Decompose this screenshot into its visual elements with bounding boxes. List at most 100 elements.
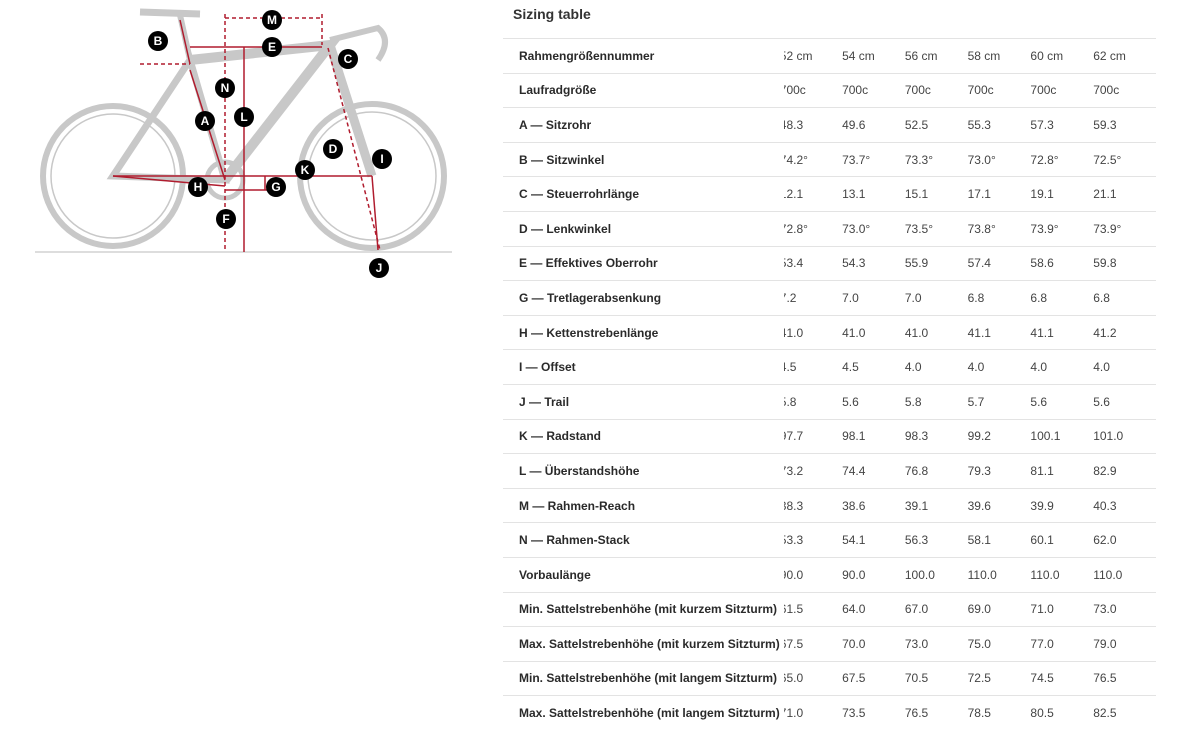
- cell-value: 76.5: [904, 706, 929, 721]
- cell-value: 700c: [1030, 83, 1057, 98]
- label-c: C: [338, 49, 358, 69]
- cell-value: 74.2°: [784, 152, 808, 167]
- cell-value: 77.0: [1030, 636, 1054, 651]
- row-label: I — Offset: [519, 360, 576, 375]
- table-row: A — Sitzrohr 48.3 49.6 52.5 55.3 57.3 59.3: [503, 107, 1156, 143]
- svg-text:C: C: [344, 52, 353, 66]
- cell-value: 5.6: [842, 394, 859, 409]
- row-label: Rahmengrößennummer: [519, 48, 655, 63]
- cell-value: 55.9: [904, 256, 929, 271]
- svg-text:N: N: [221, 81, 230, 95]
- cell-value: 110.0: [1093, 567, 1123, 582]
- cell-value: 74.5: [1030, 671, 1054, 686]
- row-label: E — Effektives Oberrohr: [519, 256, 658, 271]
- cell-value: 4.5: [784, 360, 797, 375]
- cell-value: 73.5: [842, 706, 866, 721]
- label-k: K: [295, 160, 315, 180]
- cell-value: 61.5: [784, 602, 804, 617]
- cell-value: 98.1: [842, 429, 866, 444]
- cell-value: 53.3: [784, 533, 804, 548]
- svg-text:D: D: [329, 142, 338, 156]
- cell-value: 67.5: [784, 636, 804, 651]
- cell-value: 64.0: [842, 602, 866, 617]
- cell-value: 700c: [842, 83, 869, 98]
- row-label: Vorbaulänge: [519, 567, 591, 582]
- row-label: K — Radstand: [519, 429, 602, 444]
- cell-value: 13.1: [842, 187, 866, 202]
- table-row: Laufradgröße 700c 700c 700c 700c 700c 700c: [503, 73, 1156, 108]
- sizing-table-title: Sizing table: [513, 6, 591, 22]
- cell-value: 39.1: [904, 498, 929, 513]
- cell-value: 67.0: [904, 602, 929, 617]
- cell-value: 56.3: [904, 533, 929, 548]
- cell-value: 100.1: [1030, 429, 1061, 444]
- cell-value: 76.8: [904, 463, 929, 478]
- row-label: Min. Sattelstrebenhöhe (mit langem Sitzt…: [519, 671, 778, 686]
- svg-text:H: H: [194, 180, 203, 194]
- label-n: N: [215, 78, 235, 98]
- cell-value: 19.1: [1030, 187, 1054, 202]
- svg-text:J: J: [376, 261, 383, 275]
- cell-value: 73.0°: [842, 221, 871, 236]
- label-l: L: [234, 107, 254, 127]
- cell-value: 59.3: [1093, 117, 1117, 132]
- cell-value: 73.9°: [1093, 221, 1122, 236]
- cell-value: 12.1: [784, 187, 804, 202]
- table-row: Max. Sattelstrebenhöhe (mit kurzem Sitzt…: [503, 626, 1156, 662]
- cell-value: 73.3°: [904, 152, 933, 167]
- cell-value: 39.6: [967, 498, 991, 513]
- row-label: Max. Sattelstrebenhöhe (mit langem Sitzt…: [519, 706, 780, 721]
- cell-value: 73.2: [784, 463, 804, 478]
- cell-value: 5.7: [967, 394, 985, 409]
- cell-value: 54.3: [842, 256, 866, 271]
- label-m: M: [262, 10, 282, 30]
- cell-value: 78.5: [967, 706, 991, 721]
- cell-value: 700c: [967, 83, 994, 98]
- svg-text:F: F: [222, 212, 229, 226]
- label-d: D: [323, 139, 343, 159]
- cell-value: 4.0: [904, 360, 922, 375]
- label-h: H: [188, 177, 208, 197]
- cell-value: 100.0: [904, 567, 935, 582]
- table-row: Min. Sattelstrebenhöhe (mit langem Sitzt…: [503, 661, 1156, 696]
- label-i: I: [372, 149, 392, 169]
- cell-value: 52.5: [904, 117, 929, 132]
- cell-value: 41.2: [1093, 325, 1117, 340]
- cell-value: 60 cm: [1030, 48, 1064, 63]
- cell-value: 69.0: [967, 602, 991, 617]
- cell-value: 72.5°: [1093, 152, 1122, 167]
- cell-value: 62 cm: [1093, 48, 1126, 63]
- cell-value: 52 cm: [784, 48, 813, 63]
- cell-value: 70.5: [904, 671, 929, 686]
- cell-value: 7.0: [842, 290, 859, 305]
- cell-value: 73.9°: [1030, 221, 1059, 236]
- cell-value: 4.5: [842, 360, 859, 375]
- cell-value: 41.1: [1030, 325, 1054, 340]
- cell-value: 5.6: [1030, 394, 1048, 409]
- cell-value: 67.5: [842, 671, 866, 686]
- cell-value: 90.0: [784, 567, 804, 582]
- cell-value: 71.0: [784, 706, 804, 721]
- cell-value: 65.0: [784, 671, 804, 686]
- cell-value: 54.1: [842, 533, 866, 548]
- cell-value: 72.8°: [1030, 152, 1059, 167]
- table-row: Max. Sattelstrebenhöhe (mit langem Sitzt…: [503, 695, 1156, 730]
- cell-value: 58.6: [1030, 256, 1054, 271]
- table-row: N — Rahmen-Stack 53.3 54.1 56.3 58.1 60.1 62.0: [503, 522, 1156, 558]
- table-row: G — Tretlagerabsenkung 7.2 7.0 7.0 6.8 6.8 6.8: [503, 280, 1156, 316]
- row-label: G — Tretlagerabsenkung: [519, 290, 662, 305]
- cell-value: 110.0: [1030, 567, 1060, 582]
- cell-value: 73.0°: [967, 152, 996, 167]
- table-row: E — Effektives Oberrohr 53.4 54.3 55.9 57.4 5…: [503, 246, 1156, 281]
- label-j: J: [369, 258, 389, 278]
- cell-value: 101.0: [1093, 429, 1124, 444]
- cell-value: 700c: [784, 83, 806, 98]
- cell-value: 53.4: [784, 256, 804, 271]
- cell-value: 110.0: [967, 567, 997, 582]
- cell-value: 73.7°: [842, 152, 871, 167]
- cell-value: 73.5°: [904, 221, 933, 236]
- table-row: H — Kettenstrebenlänge 41.0 41.0 41.0 41.1 41…: [503, 315, 1156, 350]
- cell-value: 76.5: [1093, 671, 1117, 686]
- dimension-labels: M B E C N A L D I K H G F J: [148, 10, 392, 278]
- cell-value: 7.2: [784, 290, 797, 305]
